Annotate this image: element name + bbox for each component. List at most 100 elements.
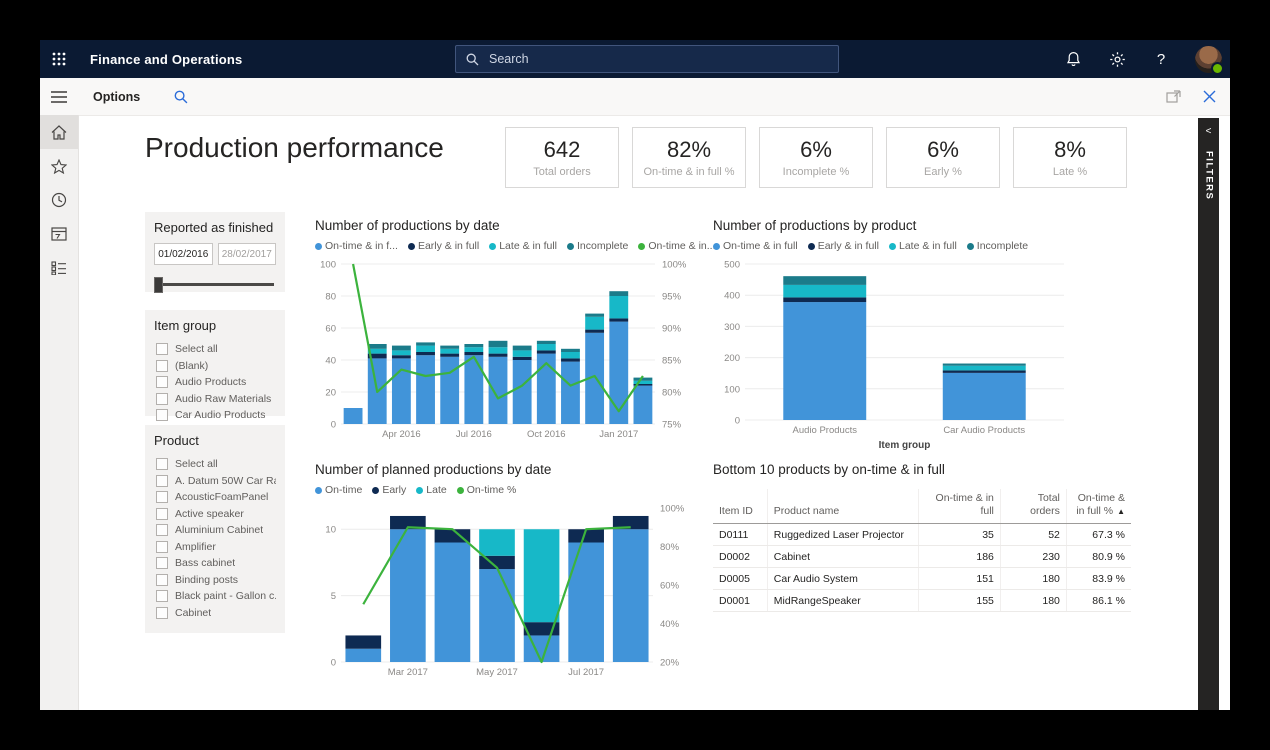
legend-item[interactable]: Early & in full [807,240,879,252]
close-button[interactable] [1203,90,1216,103]
checkbox-option[interactable]: Black paint - Gallon c... [154,588,276,605]
svg-text:80%: 80% [660,542,680,553]
table-cell: 52 [999,523,1067,547]
legend-label: Late & in full [499,240,558,252]
date-range-slider[interactable] [154,275,276,293]
sidebar-item-modules[interactable] [40,251,78,285]
sidebar-item-workspaces[interactable] [40,217,78,251]
checkbox-option[interactable]: Select all [154,456,276,473]
waffle-icon [52,52,66,66]
table-cell: 67.3 % [1065,523,1131,547]
checkbox-option[interactable]: Bass cabinet [154,555,276,572]
global-search[interactable] [455,45,839,73]
checkbox[interactable] [156,524,168,537]
checkbox[interactable] [156,458,168,471]
table-row[interactable]: D0005 Car Audio System 151 180 83.9 % [713,567,1131,591]
svg-text:40: 40 [325,356,336,367]
checkbox-option[interactable]: Audio Products [154,374,276,391]
chart-canvas[interactable]: 0 100 200 300 400 500 Audio Products Car Audio … [713,256,1128,452]
checkbox-option[interactable]: A. Datum 50W Car Ra... [154,473,276,490]
table-row[interactable]: D0001 MidRangeSpeaker 155 180 86.1 % [713,589,1131,613]
table-cell: D0111 [713,523,768,547]
checkbox[interactable] [156,343,168,356]
help-button[interactable]: ? [1156,50,1166,68]
checkbox-option[interactable]: Select all [154,341,276,358]
search-input[interactable] [487,51,791,67]
app-launcher-button[interactable] [40,40,78,78]
checkbox[interactable] [156,606,168,619]
date-start-input[interactable]: 01/02/2016 [154,243,213,265]
product-options: Select all A. Datum 50W Car Ra... Acoustic… [154,456,276,621]
legend-item[interactable]: On-time % [456,484,517,496]
checkbox-option[interactable]: Binding posts [154,572,276,589]
column-header[interactable]: On-time & in full % ▲ [1065,489,1131,525]
legend-item[interactable]: Early [372,484,406,496]
legend-item[interactable]: Incomplete [966,240,1028,252]
chart-productions-by-product[interactable]: Number of productions by product On-time… [713,218,1133,452]
legend-label: On-time % [466,484,517,496]
svg-text:Item group: Item group [879,440,931,451]
chart-canvas[interactable]: 0 20 40 60 80 100 75% 80% 85% 90% 95% 100% Apr 2016 J… [315,256,693,444]
table-row[interactable]: D0002 Cabinet 186 230 80.9 % [713,545,1131,569]
kpi-card: 642 Total orders [505,127,619,188]
checkbox-option[interactable]: Aluminium Cabinet [154,522,276,539]
notifications-button[interactable] [1063,49,1083,69]
checkbox[interactable] [156,359,168,372]
checkbox-option[interactable]: Amplifier [154,539,276,556]
settings-button[interactable] [1107,49,1127,69]
legend-item[interactable]: Late & in full [489,240,557,252]
checkbox-option[interactable]: (Blank) [154,358,276,375]
table-cell: 155 [917,589,1001,613]
legend-item[interactable]: Late & in full [888,240,957,252]
checkbox-option[interactable]: Active speaker [154,506,276,523]
column-header[interactable]: Item ID [713,489,768,525]
svg-text:20: 20 [325,388,336,399]
kpi-value: 6% [927,137,959,162]
legend-item[interactable]: Late [416,484,447,496]
chart-canvas[interactable]: 0 5 10 20% 40% 60% 80% 100% Mar 2017 May 2017 Jul … [315,500,693,682]
checkbox[interactable] [156,573,168,586]
nav-toggle-button[interactable] [40,78,78,115]
bell-icon [1066,51,1080,67]
checkbox[interactable] [156,409,168,422]
legend-dot-icon [456,486,464,494]
date-end-input[interactable]: 28/02/2017 [217,243,276,265]
filters-pane-toggle[interactable]: < FILTERS [1198,118,1219,710]
legend-item[interactable]: On-time [315,484,362,496]
legend-item[interactable]: On-time & in f... [315,240,398,252]
avatar[interactable] [1195,45,1224,75]
column-header[interactable]: On-time & in full [917,489,1001,525]
checkbox-option[interactable]: Audio Raw Materials [154,391,276,408]
slider-handle[interactable] [154,277,163,293]
checkbox-option[interactable]: Cabinet [154,605,276,622]
action-bar-right [1166,90,1216,103]
chart-productions-by-date[interactable]: Number of productions by date On-time & … [315,218,716,444]
checkbox[interactable] [156,392,168,405]
checkbox[interactable] [156,474,168,487]
svg-text:0: 0 [331,420,336,431]
chart-planned-productions-by-date[interactable]: Number of planned productions by date On… [315,462,695,682]
sidebar-item-recent[interactable] [40,183,78,217]
checkbox-option[interactable]: Car Audio Products [154,407,276,424]
checkbox[interactable] [156,590,168,603]
legend-item[interactable]: Incomplete [567,240,628,252]
column-header[interactable]: Product name [766,489,919,525]
checkbox[interactable] [156,491,168,504]
legend-item[interactable]: Early & in full [407,240,479,252]
legend-item[interactable]: On-time & in full [713,240,798,252]
options-button[interactable]: Options [93,89,141,104]
legend-item[interactable]: On-time & in... [638,240,716,252]
legend-label: On-time & in... [648,240,716,252]
column-header[interactable]: Total orders [999,489,1067,525]
sidebar-item-home[interactable] [40,115,78,149]
checkbox[interactable] [156,507,168,520]
popout-button[interactable] [1166,90,1181,103]
table-row[interactable]: D0111 Ruggedized Laser Projector 35 52 67.3 … [713,523,1131,547]
page-search-button[interactable] [174,90,188,104]
checkbox-option[interactable]: AcousticFoamPanel [154,489,276,506]
checkbox[interactable] [156,540,168,553]
sidebar-item-favorites[interactable] [40,149,78,183]
slider-track[interactable] [156,283,274,286]
checkbox[interactable] [156,376,168,389]
checkbox[interactable] [156,557,168,570]
